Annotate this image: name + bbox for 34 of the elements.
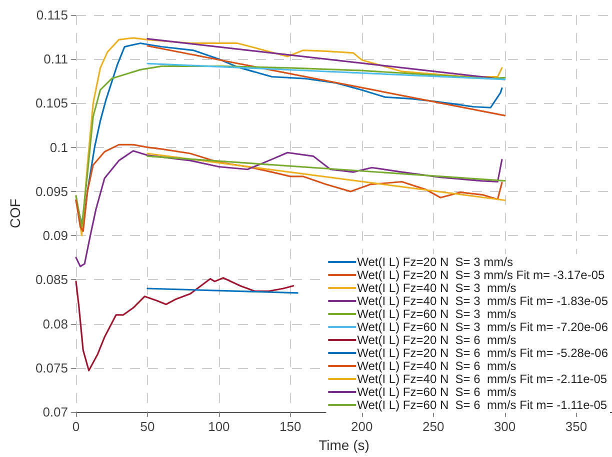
y-tick-label: 0.095 xyxy=(35,184,68,199)
legend-label: Wet(I L) Fz=20 N S= 6 mm/s Fit m= -5.28e-06 xyxy=(357,346,608,360)
y-tick-label: 0.115 xyxy=(36,8,68,22)
legend-label: Wet(I L) Fz=60 N S= 6 mm/s xyxy=(357,385,516,399)
y-tick-label: 0.08 xyxy=(42,316,68,332)
legend-label: Wet(I L) Fz=60 N S= 6 mm/s Fit m= -1.11e-05 xyxy=(357,398,608,412)
x-tick-label: 300 xyxy=(494,419,516,434)
legend-label: Wet(I L) Fz=60 N S= 3 mm/s xyxy=(357,307,516,321)
y-tick-label: 0.1 xyxy=(50,140,68,155)
x-axis-title: Time (s) xyxy=(318,437,370,453)
legend-label: Wet(I L) Fz=20 N S= 6 mm/s xyxy=(357,333,516,347)
x-tick-label: 250 xyxy=(422,419,444,434)
y-tick-label: 0.085 xyxy=(35,272,68,288)
legend-label: Wet(I L) Fz=40 N S= 3 mm/s xyxy=(357,281,516,295)
line-series xyxy=(75,277,294,372)
y-tick-label: 0.07 xyxy=(42,404,68,420)
x-tick-label: 150 xyxy=(280,419,302,434)
legend-label: Wet(I L) Fz=20 N S= 3 mm/s Fit m= -3.17e-05 xyxy=(357,268,605,282)
legend-label: Wet(I L) Fz=40 N S= 6 mm/s xyxy=(357,359,516,373)
x-tick-label: 200 xyxy=(351,419,373,434)
x-tick-label: 350 xyxy=(565,419,588,434)
y-tick-label: 0.11 xyxy=(44,52,68,67)
legend-label: Wet(I L) Fz=40 N S= 6 mm/s Fit m= -2.11e-05 xyxy=(357,372,608,386)
line-series xyxy=(75,144,503,232)
x-tick-label: 100 xyxy=(208,419,230,434)
y-tick-label: 0.105 xyxy=(35,96,68,111)
legend-label: Wet(I L) Fz=60 N S= 3 mm/s Fit m= -7.20e-06 xyxy=(357,320,608,334)
x-tick-label: 0 xyxy=(72,419,80,434)
y-axis-title: COF xyxy=(7,198,23,228)
legend-label: Wet(I L) Fz=20 N S= 3 mm/s xyxy=(357,255,513,269)
y-tick-label: 0.09 xyxy=(42,228,68,244)
x-tick-label: 50 xyxy=(140,419,155,434)
legend-label: Wet(I L) Fz=40 N S= 3 mm/s Fit m= -1.83e-05 xyxy=(357,294,608,308)
y-tick-label: 0.075 xyxy=(35,360,68,376)
